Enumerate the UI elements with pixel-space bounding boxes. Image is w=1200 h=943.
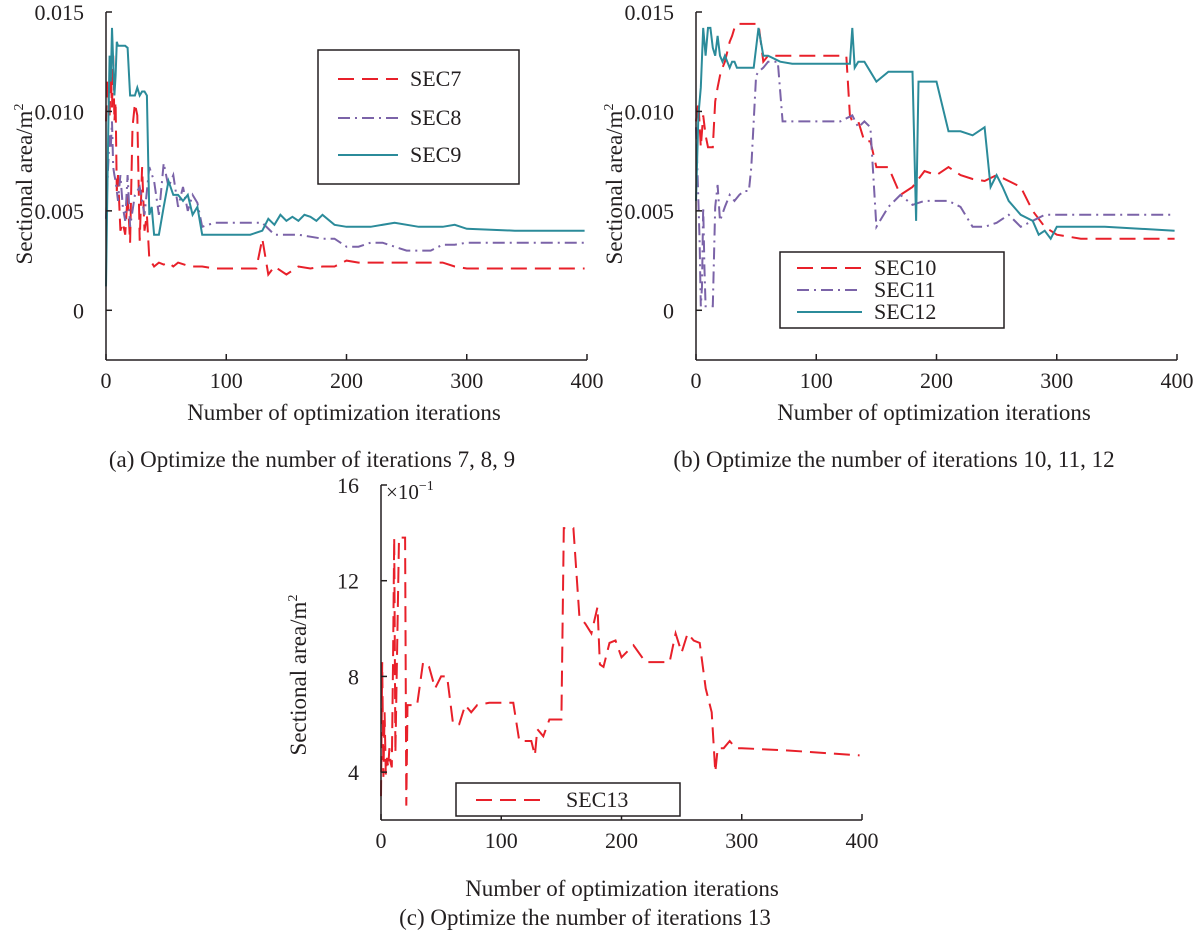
x-tick-label: 0 [691,368,702,393]
y-tick-label: 4 [348,760,359,785]
y-tick-label: 12 [337,569,359,594]
y-tick-label: 0.015 [625,0,675,25]
y-tick-label: 16 [337,473,359,498]
panel-a-ylabel: Sectional area/m2 [12,104,37,265]
series-sec11 [695,60,1175,308]
x-tick-label: 0 [101,368,112,393]
y-tick-label: 0.005 [625,199,675,224]
panel-a: 0 100 200 300 400 0 0.005 0.010 0.015 Number of … [12,0,604,472]
series-sec13 [380,527,860,806]
y-tick-label: 0 [663,298,674,323]
y-tick-label: 0.010 [35,99,85,124]
x-tick-label: 400 [846,828,879,853]
series-sec8 [105,121,585,252]
x-tick-label: 200 [920,368,953,393]
panel-c-caption: (c) Optimize the number of iterations 13 [399,905,771,930]
legend-label-sec8: SEC8 [410,105,461,130]
panel-c: 0 100 200 300 400 4 8 12 16 ×10−1 Number of opti… [286,473,879,930]
y-tick-label: 0 [73,298,84,323]
panel-a-xlabel: Number of optimization iterations [187,400,501,425]
legend-label-sec10: SEC10 [874,255,936,280]
y-tick-label: 0.010 [625,99,675,124]
y-tick-label: 0.015 [35,0,85,25]
x-tick-label: 100 [485,828,518,853]
x-tick-label: 300 [450,368,483,393]
panel-b-caption: (b) Optimize the number of iterations 10… [673,447,1114,472]
legend-label-sec7: SEC7 [410,66,461,91]
x-tick-label: 200 [605,828,638,853]
legend-label-sec12: SEC12 [874,299,936,324]
y-tick-label: 0.005 [35,199,85,224]
legend-label-sec13: SEC13 [566,787,628,812]
x-tick-label: 100 [800,368,833,393]
panel-c-ylabel: Sectional area/m2 [286,595,311,756]
x-tick-label: 300 [1040,368,1073,393]
panel-c-legend: SEC13 [455,782,681,817]
legend-box [779,251,1005,329]
x-tick-label: 100 [210,368,243,393]
panel-a-legend: SEC7 SEC8 SEC9 [317,49,520,185]
panel-a-caption: (a) Optimize the number of iterations 7,… [109,447,515,472]
x-tick-label: 400 [571,368,604,393]
panel-b-xlabel: Number of optimization iterations [777,400,1091,425]
legend-box [455,782,681,817]
legend-label-sec9: SEC9 [410,142,461,167]
x-tick-label: 400 [1161,368,1194,393]
panel-c-xlabel: Number of optimization iterations [465,876,779,901]
y-tick-label: 8 [348,664,359,689]
series-sec7 [105,55,585,277]
x-tick-label: 300 [725,828,758,853]
series-sec10 [695,22,1175,240]
x-tick-label: 200 [330,368,363,393]
panel-c-axes [380,485,862,821]
panel-b-legend: SEC10 SEC11 SEC12 [779,251,1005,329]
panel-b-ylabel: Sectional area/m2 [602,104,627,265]
series-sec9 [105,27,585,287]
panel-c-multiplier: ×10−1 [386,479,434,504]
legend-label-sec11: SEC11 [874,277,936,302]
panel-b: 0 100 200 300 400 0 0.005 0.010 0.015 Number of … [602,0,1194,472]
series-sec12 [695,26,1175,241]
x-tick-label: 0 [376,828,387,853]
legend-box [317,49,520,185]
